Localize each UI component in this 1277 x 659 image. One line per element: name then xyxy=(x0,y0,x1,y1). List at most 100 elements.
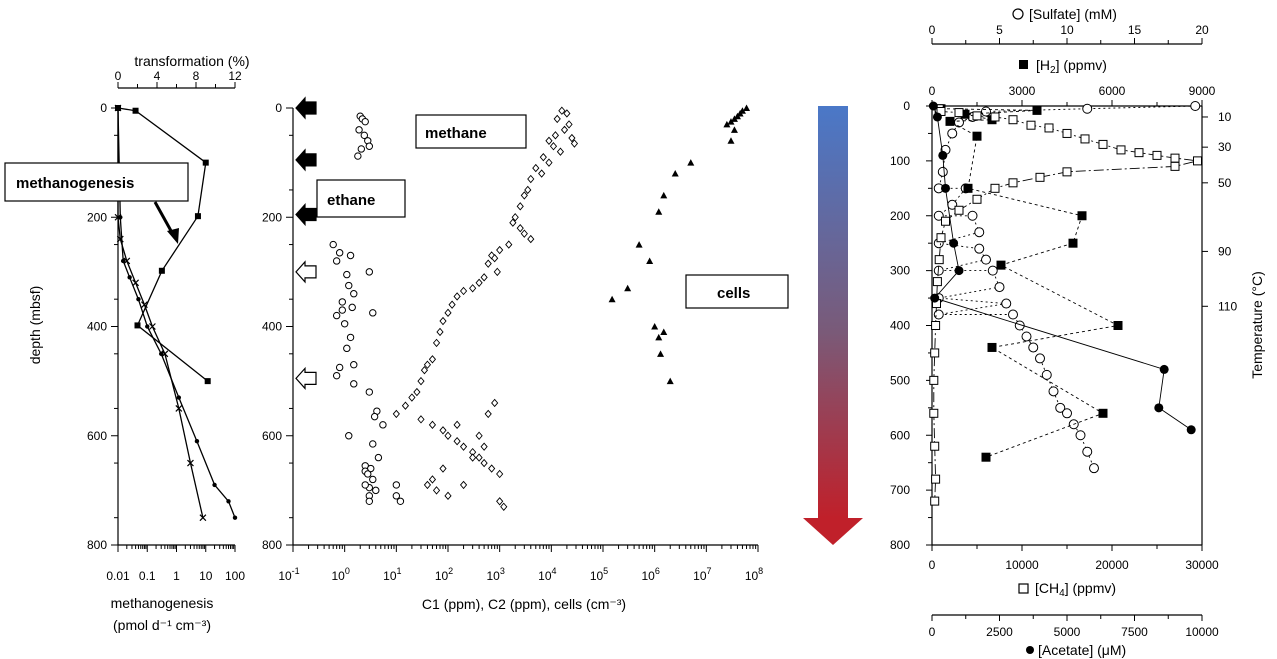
methane-point xyxy=(551,131,560,140)
left-panel: 0 200 400 600 800 0.01 0.1 1 10 100 0 4 8 12 transfor… xyxy=(4,53,250,633)
sulfate-tick-label: 5 xyxy=(996,23,1003,37)
ethane-point xyxy=(332,257,341,265)
ch4-point xyxy=(931,474,941,484)
ch4-point xyxy=(929,408,939,418)
left-x-top-tick-label: 0 xyxy=(115,69,122,83)
ch4-tick-label: 10000 xyxy=(1005,558,1039,572)
acetate-point xyxy=(941,183,950,193)
acetate-point xyxy=(1186,425,1196,435)
left-y-tick-label: 400 xyxy=(87,320,107,334)
methane-point xyxy=(417,376,425,386)
right-y-tick-label: 100 xyxy=(890,154,910,168)
cells-point xyxy=(655,333,663,341)
acetate-point xyxy=(932,112,942,122)
sulfate-point xyxy=(954,117,964,128)
middle-x-tick-label: 102 xyxy=(435,566,453,583)
ch4-point xyxy=(990,183,1000,193)
ch4-point xyxy=(1170,161,1180,171)
methane-point xyxy=(432,486,441,495)
left-bottom-label: methanogenesis xyxy=(111,595,214,611)
ethane-point xyxy=(361,117,369,126)
methane-point xyxy=(532,163,540,173)
right-data xyxy=(928,101,1202,506)
ch4-point xyxy=(930,348,940,358)
ethane-point xyxy=(345,432,353,440)
left-x-bottom-tick-label: 100 xyxy=(225,569,245,583)
right-y-tick-label: 300 xyxy=(890,264,910,278)
sulfate-point xyxy=(1082,446,1093,457)
h2-point xyxy=(960,109,970,119)
ethane-point xyxy=(392,492,401,500)
cells-point xyxy=(655,208,663,215)
ch4-point xyxy=(934,255,944,265)
methane-point xyxy=(560,125,569,135)
left-y-tick-label: 800 xyxy=(87,538,107,552)
methane-point xyxy=(480,458,488,468)
ch4-axis-label: [CH4] (ppmv) xyxy=(1035,580,1116,599)
h2-point xyxy=(1077,211,1087,221)
middle-x-tick-label: 108 xyxy=(745,566,763,583)
left-square-point xyxy=(132,107,139,114)
right-y-tick-label: 0 xyxy=(903,99,910,113)
acetate-point xyxy=(928,101,938,111)
ethane-point xyxy=(350,380,358,388)
methane-point xyxy=(524,185,532,195)
left-dot-point xyxy=(232,515,238,520)
methane-box xyxy=(415,114,527,149)
sulfate-point xyxy=(933,309,944,320)
middle-ticks: 0 200 400 600 800 10-1 100 101 102 103 104 105 106 10… xyxy=(262,101,763,583)
open-depth-arrow xyxy=(295,260,317,284)
cells-point xyxy=(657,350,665,357)
middle-x-tick-label: 10-1 xyxy=(278,566,299,583)
ethane-point xyxy=(338,298,347,306)
temperature-axis-label: Temperature (°C) xyxy=(1249,271,1265,379)
ch4-point xyxy=(1062,128,1072,138)
sulfate-tick-label: 15 xyxy=(1128,23,1142,37)
temperature-tick-label: 10 xyxy=(1218,110,1232,124)
ethane-point xyxy=(357,145,366,153)
sulfate-point xyxy=(1008,309,1018,320)
ch4-point xyxy=(1098,139,1108,149)
methane-point xyxy=(453,292,461,301)
acetate-point xyxy=(930,293,940,303)
ethane-point xyxy=(354,152,362,160)
sulfate-point xyxy=(1035,353,1045,364)
ch4-tick-label: 30000 xyxy=(1185,558,1219,572)
cells-point xyxy=(727,118,735,125)
middle-y-tick-label: 0 xyxy=(275,101,282,115)
sulfate-point xyxy=(1055,402,1066,413)
methane-point xyxy=(439,316,447,326)
methane-point xyxy=(509,218,517,227)
cells-point xyxy=(660,328,668,335)
h2-tick-label: 6000 xyxy=(1099,84,1126,98)
left-square-point xyxy=(204,378,211,385)
methane-point xyxy=(401,401,410,410)
acetate-point xyxy=(1159,364,1169,374)
middle-x-tick-label: 100 xyxy=(331,566,349,583)
methane-point xyxy=(484,409,492,419)
sulfate-tick-label: 20 xyxy=(1195,23,1209,37)
ethane-point xyxy=(372,486,380,495)
ethane-label: ethane xyxy=(327,192,375,209)
cells-point xyxy=(733,112,741,120)
left-dot-point xyxy=(159,351,164,357)
sulfate-point xyxy=(1062,408,1072,419)
ethane-point xyxy=(365,142,374,150)
left-x-bottom-tick-label: 10 xyxy=(199,569,213,583)
left-x-point xyxy=(161,350,169,358)
ch4-point xyxy=(929,375,939,385)
sulfate-point xyxy=(1048,386,1059,397)
left-x-top-tick-label: 8 xyxy=(193,69,200,83)
left-dot-point xyxy=(194,439,200,444)
acetate-point xyxy=(938,150,948,160)
sulfate-point xyxy=(994,282,1005,293)
ch4-point xyxy=(1116,145,1126,155)
methane-point xyxy=(496,245,504,255)
middle-y-tick-label: 600 xyxy=(262,429,282,443)
methane-point xyxy=(444,491,452,501)
methane-point xyxy=(459,480,468,490)
ethane-point xyxy=(335,249,344,257)
methane-point xyxy=(480,273,488,282)
ethane-point xyxy=(348,303,356,312)
